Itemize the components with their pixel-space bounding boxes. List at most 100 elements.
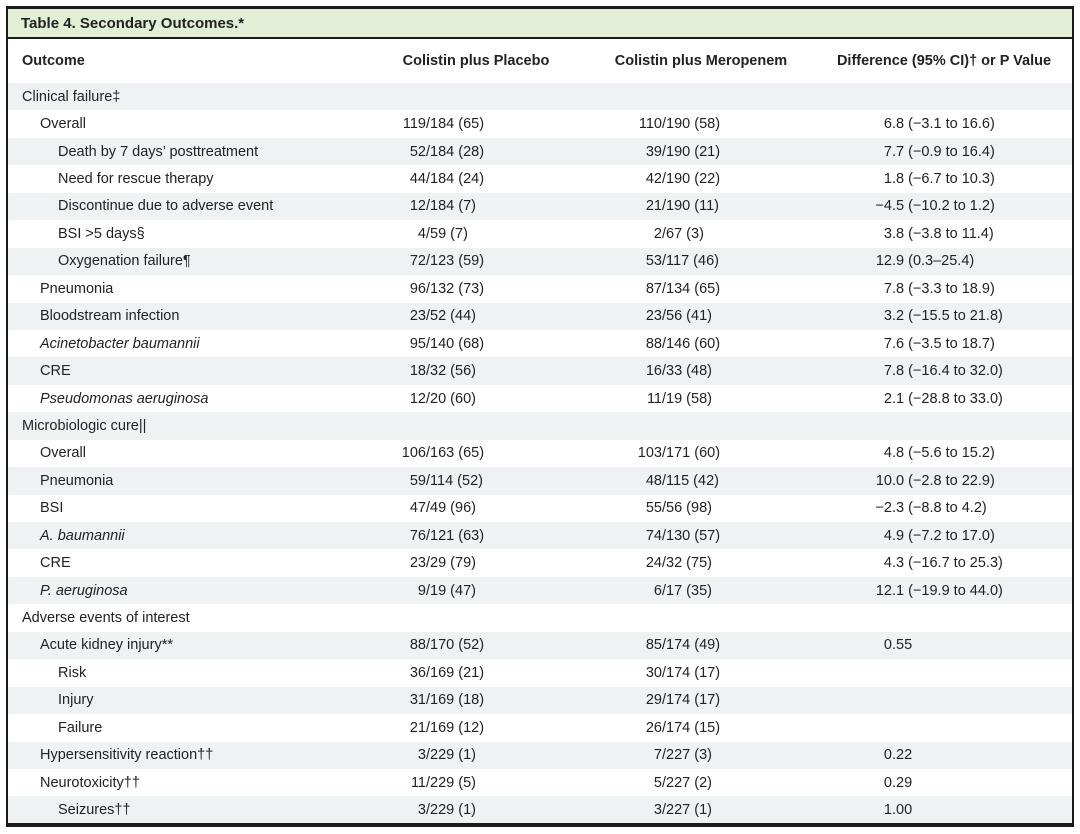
table-body: Clinical failure‡ Overall 119/184 (65) 1… bbox=[8, 83, 1072, 823]
meropenem-denominator-pct: /190 (11) bbox=[662, 198, 719, 215]
outcome-cell: Discontinue due to adverse event bbox=[58, 198, 274, 215]
outcome-cell: A. baumannii bbox=[40, 527, 125, 544]
difference-fraction-ci: .9 (−7.2 to 17.0) bbox=[892, 527, 995, 544]
placebo-value-cell: 23/52 (44) bbox=[366, 308, 586, 324]
placebo-value-cell: 76/121 (63) bbox=[366, 528, 586, 544]
placebo-numerator: 9 bbox=[417, 582, 426, 599]
meropenem-numerator: 29 bbox=[645, 692, 662, 709]
meropenem-value-cell: 3/227 (1) bbox=[586, 802, 816, 818]
outcome-cell: Overall bbox=[40, 445, 86, 462]
outcome-cell: Pneumonia bbox=[40, 280, 114, 297]
placebo-value-cell: 12/20 (60) bbox=[366, 391, 586, 407]
difference-value-cell: 12.9 (0.3–25.4) bbox=[816, 253, 1072, 269]
table-row: Acute kidney injury** 88/170 (52) 85/174… bbox=[8, 631, 1072, 660]
meropenem-value-cell: 110/190 (58) bbox=[586, 116, 816, 132]
meropenem-numerator: 11 bbox=[646, 390, 662, 407]
placebo-numerator: 18 bbox=[409, 363, 426, 380]
difference-integer: 1 bbox=[883, 171, 892, 188]
placebo-value-cell: 23/29 (79) bbox=[366, 555, 586, 571]
difference-fraction-ci: .3 (−8.8 to 4.2) bbox=[892, 500, 987, 517]
difference-fraction-ci: .55 bbox=[892, 637, 913, 654]
difference-integer: 0 bbox=[883, 747, 892, 764]
placebo-numerator: 23 bbox=[409, 555, 426, 572]
meropenem-denominator-pct: /174 (15) bbox=[662, 719, 721, 736]
meropenem-value-cell: 29/174 (17) bbox=[586, 692, 816, 708]
meropenem-numerator: 23 bbox=[645, 308, 662, 325]
table-row: Death by 7 days’ posttreatment 52/184 (2… bbox=[8, 137, 1072, 166]
difference-value-cell: 3.2 (−15.5 to 21.8) bbox=[816, 308, 1072, 324]
table-row: Need for rescue therapy 44/184 (24) 42/1… bbox=[8, 165, 1072, 192]
table-row: Seizures†† 3/229 (1) 3/227 (1) 1.00 bbox=[8, 796, 1072, 823]
difference-fraction-ci: .5 (−10.2 to 1.2) bbox=[892, 198, 995, 215]
difference-integer: 0 bbox=[883, 637, 892, 654]
column-header-colistin-placebo: Colistin plus Placebo bbox=[402, 53, 550, 69]
outcome-cell: Neurotoxicity†† bbox=[40, 774, 140, 791]
difference-integer: 3 bbox=[883, 308, 892, 325]
difference-integer: 7 bbox=[883, 335, 892, 352]
table-row: Risk 36/169 (21) 30/174 (17) bbox=[8, 659, 1072, 686]
meropenem-value-cell: 21/190 (11) bbox=[586, 198, 816, 214]
meropenem-denominator-pct: /227 (1) bbox=[662, 802, 712, 819]
placebo-denominator-pct: /184 (24) bbox=[426, 171, 485, 188]
placebo-denominator-pct: /19 (47) bbox=[426, 582, 476, 599]
meropenem-denominator-pct: /190 (58) bbox=[662, 116, 721, 133]
outcome-cell: Risk bbox=[58, 664, 87, 681]
placebo-numerator: 23 bbox=[409, 308, 426, 325]
meropenem-numerator: 53 bbox=[645, 253, 662, 270]
placebo-value-cell: 3/229 (1) bbox=[366, 802, 586, 818]
placebo-denominator-pct: /121 (63) bbox=[426, 527, 485, 544]
meropenem-denominator-pct: /130 (57) bbox=[662, 527, 721, 544]
placebo-denominator-pct: /163 (65) bbox=[426, 445, 485, 462]
table-row: BSI >5 days§ 4/59 (7) 2/67 (3) 3.8 (−3.8… bbox=[8, 220, 1072, 247]
table-row: Bloodstream infection 23/52 (44) 23/56 (… bbox=[8, 302, 1072, 330]
difference-value-cell: −4.5 (−10.2 to 1.2) bbox=[816, 198, 1072, 214]
outcome-cell: Seizures†† bbox=[58, 802, 131, 819]
placebo-denominator-pct: /169 (12) bbox=[426, 719, 485, 736]
meropenem-value-cell: 55/56 (98) bbox=[586, 500, 816, 516]
meropenem-numerator: 42 bbox=[645, 171, 662, 188]
outcome-cell: Oxygenation failure¶ bbox=[58, 253, 191, 270]
outcome-cell: Acinetobacter baumannii bbox=[40, 335, 200, 352]
placebo-numerator: 12 bbox=[409, 198, 426, 215]
meropenem-denominator-pct: /227 (3) bbox=[662, 747, 712, 764]
difference-value-cell: −2.3 (−8.8 to 4.2) bbox=[816, 500, 1072, 516]
table-header-row: Outcome Colistin plus Placebo Colistin p… bbox=[8, 39, 1072, 83]
table-row: BSI 47/49 (96) 55/56 (98) −2.3 (−8.8 to … bbox=[8, 495, 1072, 522]
placebo-value-cell: 18/32 (56) bbox=[366, 363, 586, 379]
meropenem-numerator: 74 bbox=[645, 527, 662, 544]
placebo-numerator: 3 bbox=[417, 802, 426, 819]
placebo-value-cell: 12/184 (7) bbox=[366, 198, 586, 214]
difference-fraction-ci: .29 bbox=[892, 774, 913, 791]
table-row: Overall 119/184 (65) 110/190 (58) 6.8 (−… bbox=[8, 110, 1072, 137]
placebo-denominator-pct: /132 (73) bbox=[426, 280, 485, 297]
difference-fraction-ci: .8 (−5.6 to 15.2) bbox=[892, 445, 995, 462]
placebo-numerator: 21 bbox=[409, 719, 426, 736]
placebo-numerator: 96 bbox=[409, 280, 426, 297]
difference-fraction-ci: .8 (−16.4 to 32.0) bbox=[892, 363, 1003, 380]
meropenem-denominator-pct: /67 (3) bbox=[662, 225, 704, 242]
difference-value-cell: 7.6 (−3.5 to 18.7) bbox=[816, 336, 1072, 352]
difference-fraction-ci: .7 (−0.9 to 16.4) bbox=[892, 143, 995, 160]
placebo-value-cell: 21/169 (12) bbox=[366, 720, 586, 736]
difference-integer: −4 bbox=[875, 198, 892, 215]
difference-integer: −2 bbox=[875, 500, 892, 517]
meropenem-numerator: 24 bbox=[645, 555, 662, 572]
difference-integer: 1 bbox=[883, 802, 892, 819]
placebo-numerator: 76 bbox=[409, 527, 426, 544]
difference-fraction-ci: .3 (−16.7 to 25.3) bbox=[892, 555, 1003, 572]
placebo-value-cell: 119/184 (65) bbox=[366, 116, 586, 132]
meropenem-value-cell: 6/17 (35) bbox=[586, 583, 816, 599]
placebo-numerator: 47 bbox=[409, 500, 426, 517]
secondary-outcomes-table: Table 4. Secondary Outcomes.* Outcome Co… bbox=[6, 6, 1074, 827]
difference-integer: 2 bbox=[883, 390, 892, 407]
meropenem-value-cell: 42/190 (22) bbox=[586, 171, 816, 187]
outcome-cell: Injury bbox=[58, 692, 94, 709]
difference-integer: 4 bbox=[883, 527, 892, 544]
placebo-numerator: 11 bbox=[410, 774, 426, 791]
placebo-denominator-pct: /170 (52) bbox=[426, 637, 485, 654]
meropenem-denominator-pct: /190 (21) bbox=[662, 143, 721, 160]
meropenem-numerator: 3 bbox=[653, 802, 662, 819]
difference-value-cell: 6.8 (−3.1 to 16.6) bbox=[816, 116, 1072, 132]
placebo-value-cell: 72/123 (59) bbox=[366, 253, 586, 269]
difference-integer: 7 bbox=[883, 280, 892, 297]
